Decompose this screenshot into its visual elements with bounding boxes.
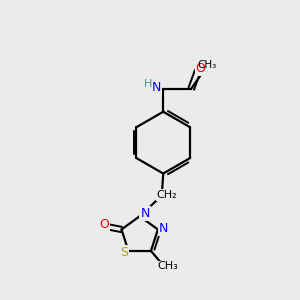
Text: N: N [140, 207, 150, 220]
Text: CH₃: CH₃ [157, 262, 178, 272]
Text: N: N [158, 221, 168, 235]
Text: O: O [196, 61, 206, 75]
Text: S: S [120, 246, 128, 259]
Text: N: N [152, 81, 161, 94]
Text: O: O [99, 218, 109, 231]
Text: H: H [144, 79, 153, 89]
Text: CH₃: CH₃ [198, 60, 217, 70]
Text: CH₂: CH₂ [157, 190, 177, 200]
